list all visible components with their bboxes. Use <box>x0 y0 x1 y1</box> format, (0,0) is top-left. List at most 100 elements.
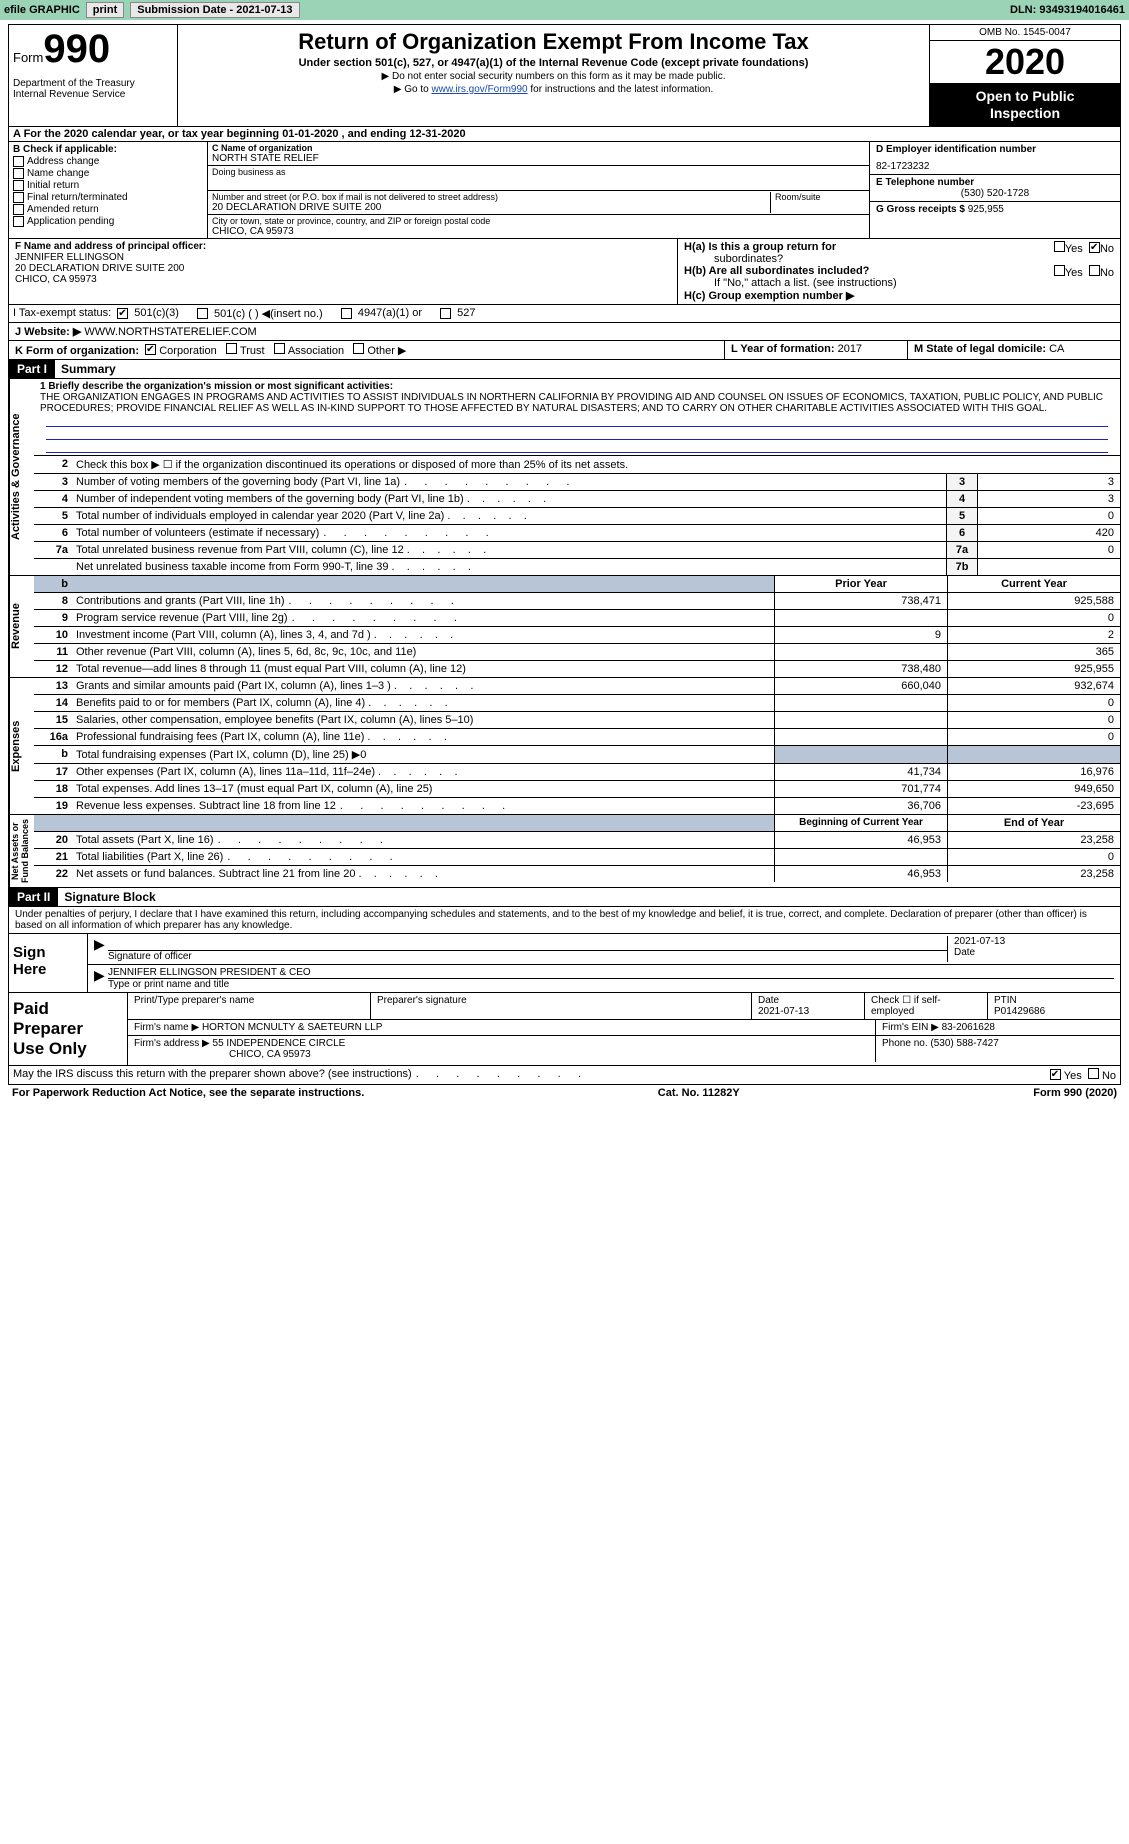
public-inspection-box: Open to Public Inspection <box>930 84 1120 126</box>
line7a-value: 0 <box>977 542 1120 558</box>
box-c: C Name of organization NORTH STATE RELIE… <box>208 142 869 238</box>
row-l: L Year of formation: 2017 <box>724 341 907 359</box>
website-value: WWW.NORTHSTATERELIEF.COM <box>84 326 256 338</box>
line22-end: 23,258 <box>947 866 1120 882</box>
line16a-curr: 0 <box>947 729 1120 745</box>
line11-curr: 365 <box>947 644 1120 660</box>
box-g: G Gross receipts $ 925,955 <box>870 202 1120 217</box>
line8-prior: 738,471 <box>774 593 947 609</box>
line13-curr: 932,674 <box>947 678 1120 694</box>
omb-number: OMB No. 1545-0047 <box>930 25 1120 41</box>
checkbox-initial-return[interactable] <box>13 180 24 191</box>
row-m: M State of legal domicile: CA <box>907 341 1120 359</box>
org-name: NORTH STATE RELIEF <box>212 153 865 164</box>
firm-name: HORTON MCNULTY & SAETEURN LLP <box>202 1022 382 1033</box>
efile-label: efile GRAPHIC <box>4 4 80 16</box>
line14-curr: 0 <box>947 695 1120 711</box>
paid-preparer-label: Paid Preparer Use Only <box>9 993 128 1065</box>
ssn-notice: ▶ Do not enter social security numbers o… <box>186 71 921 82</box>
line20-end: 23,258 <box>947 832 1120 848</box>
line22-begin: 46,953 <box>774 866 947 882</box>
line12-curr: 925,955 <box>947 661 1120 677</box>
line17-curr: 16,976 <box>947 764 1120 780</box>
checkbox-corporation[interactable] <box>145 344 156 355</box>
irs-label: Internal Revenue Service <box>13 89 173 100</box>
submission-date-label: Submission Date - 2021-07-13 <box>130 2 299 18</box>
checkbox-final-return[interactable] <box>13 192 24 203</box>
checkbox-527[interactable] <box>440 308 451 319</box>
rotlabel-expenses: Expenses <box>9 678 34 814</box>
box-f: F Name and address of principal officer:… <box>9 239 678 304</box>
org-city: CHICO, CA 95973 <box>212 226 865 237</box>
line18-curr: 949,650 <box>947 781 1120 797</box>
checkbox-4947[interactable] <box>341 308 352 319</box>
checkbox-hb-no[interactable] <box>1089 265 1100 276</box>
checkbox-trust[interactable] <box>226 343 237 354</box>
box-b: B Check if applicable: Address change Na… <box>9 142 208 238</box>
checkbox-association[interactable] <box>274 343 285 354</box>
print-button[interactable]: print <box>86 2 124 18</box>
goto-line: ▶ Go to www.irs.gov/Form990 for instruct… <box>186 84 921 95</box>
prep-date: 2021-07-13 <box>758 1006 809 1017</box>
row-j: J Website: ▶ WWW.NORTHSTATERELIEF.COM <box>8 323 1121 341</box>
form-subtitle: Under section 501(c), 527, or 4947(a)(1)… <box>186 57 921 69</box>
ptin-value: P01429686 <box>994 1006 1045 1017</box>
checkbox-ha-yes[interactable] <box>1054 241 1065 252</box>
rotlabel-revenue: Revenue <box>9 576 34 677</box>
line19-prior: 36,706 <box>774 798 947 814</box>
row-k: K Form of organization: Corporation Trus… <box>9 341 724 359</box>
checkbox-address-change[interactable] <box>13 156 24 167</box>
line6-value: 420 <box>977 525 1120 541</box>
firm-phone: (530) 588-7427 <box>930 1038 998 1049</box>
dept-treasury: Department of the Treasury <box>13 78 173 89</box>
checkbox-other[interactable] <box>353 343 364 354</box>
form-prefix: Form <box>13 50 43 65</box>
box-h: H(a) Is this a group return for Yes No s… <box>678 239 1120 304</box>
line7b-value <box>977 559 1120 575</box>
checkbox-501c[interactable] <box>197 308 208 319</box>
box-e: E Telephone number (530) 520-1728 <box>870 175 1120 202</box>
checkbox-discuss-no[interactable] <box>1088 1068 1099 1079</box>
checkbox-application-pending[interactable] <box>13 216 24 227</box>
line8-curr: 925,588 <box>947 593 1120 609</box>
line12-prior: 738,480 <box>774 661 947 677</box>
part2-header: Part II <box>9 888 58 906</box>
org-address: 20 DECLARATION DRIVE SUITE 200 <box>212 202 770 213</box>
checkbox-name-change[interactable] <box>13 168 24 179</box>
form-number: 990 <box>43 27 110 71</box>
line4-value: 3 <box>977 491 1120 507</box>
checkbox-amended-return[interactable] <box>13 204 24 215</box>
tax-year-row: A For the 2020 calendar year, or tax yea… <box>8 127 1121 142</box>
line10-curr: 2 <box>947 627 1120 643</box>
part1-title: Summary <box>55 360 122 378</box>
line10-prior: 9 <box>774 627 947 643</box>
dln-label: DLN: 93493194016461 <box>1010 4 1125 16</box>
self-employed-check[interactable]: Check ☐ if self-employed <box>865 993 988 1019</box>
ein-value: 82-1723232 <box>876 161 1114 172</box>
line17-prior: 41,734 <box>774 764 947 780</box>
line5-value: 0 <box>977 508 1120 524</box>
tax-year: 2020 <box>930 41 1120 84</box>
penalty-text: Under penalties of perjury, I declare th… <box>8 907 1121 934</box>
officer-name: JENNIFER ELLINGSON <box>15 252 671 263</box>
checkbox-hb-yes[interactable] <box>1054 265 1065 276</box>
checkbox-ha-no[interactable] <box>1089 242 1100 253</box>
firm-address2: CHICO, CA 95973 <box>134 1049 869 1060</box>
form-header: Form990 Department of the Treasury Inter… <box>8 24 1121 127</box>
line18-prior: 701,774 <box>774 781 947 797</box>
box-d: D Employer identification number 82-1723… <box>870 142 1120 175</box>
sign-date: 2021-07-13 <box>954 936 1114 947</box>
part1-header: Part I <box>9 360 55 378</box>
checkbox-501c3[interactable] <box>117 308 128 319</box>
rotlabel-netassets: Net Assets or Fund Balances <box>9 815 34 887</box>
line3-value: 3 <box>977 474 1120 490</box>
discuss-row: May the IRS discuss this return with the… <box>8 1066 1121 1085</box>
page-footer: For Paperwork Reduction Act Notice, see … <box>8 1085 1121 1101</box>
form990-link[interactable]: www.irs.gov/Form990 <box>431 84 527 95</box>
part2-title: Signature Block <box>58 888 161 906</box>
line13-prior: 660,040 <box>774 678 947 694</box>
firm-ein: 83-2061628 <box>942 1022 995 1033</box>
checkbox-discuss-yes[interactable] <box>1050 1069 1061 1080</box>
line20-begin: 46,953 <box>774 832 947 848</box>
mission-block: 1 Briefly describe the organization's mi… <box>34 379 1120 456</box>
